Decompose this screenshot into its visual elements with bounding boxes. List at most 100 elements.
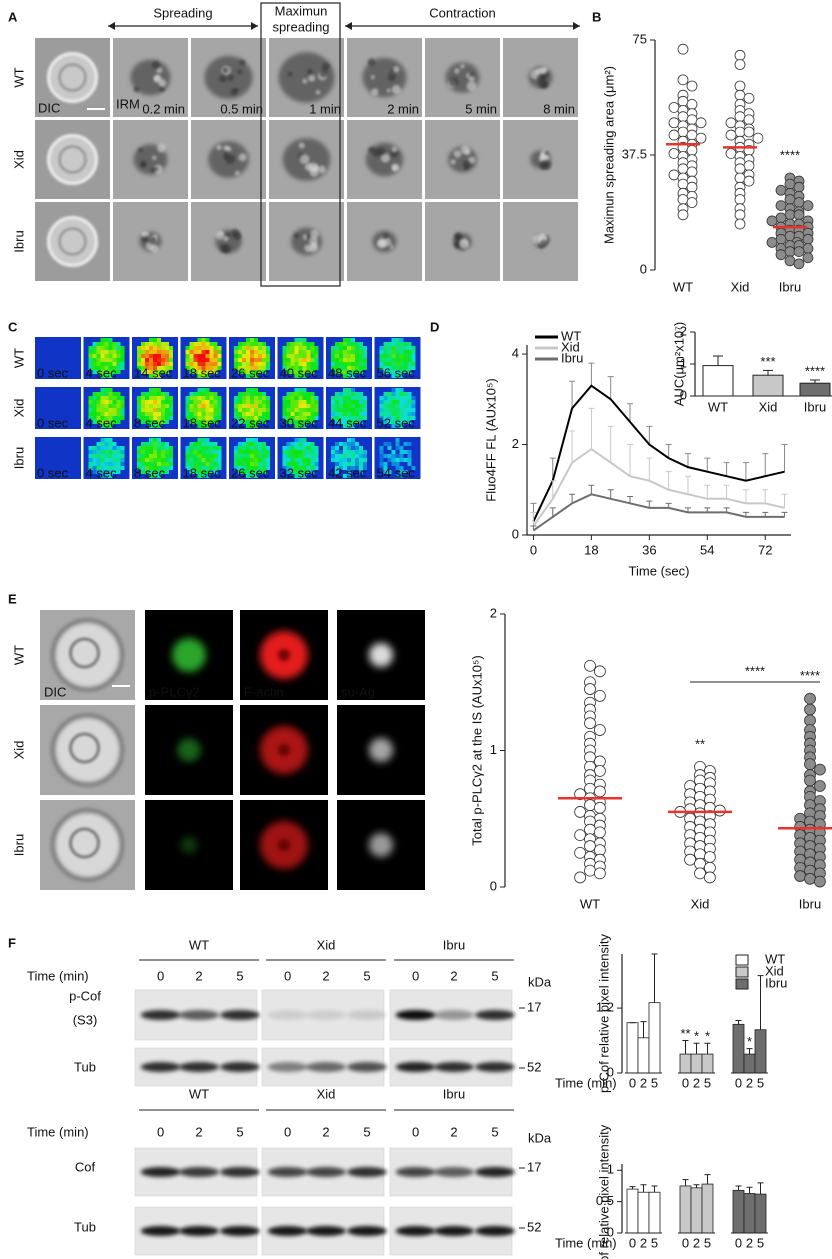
speck	[454, 68, 460, 74]
pixel	[209, 446, 214, 450]
pixel	[347, 438, 351, 442]
pixel	[205, 366, 210, 370]
pixel	[165, 446, 169, 450]
pixel	[209, 442, 214, 446]
pixel	[149, 408, 153, 412]
signal	[177, 738, 201, 762]
pixel	[161, 362, 165, 366]
dot	[793, 197, 805, 208]
cell-core	[69, 637, 100, 669]
pixel	[157, 474, 161, 478]
pixel	[246, 470, 250, 474]
pixel	[314, 454, 319, 458]
pixel	[100, 446, 105, 450]
pixel	[399, 366, 404, 370]
x-tick-label: 0	[735, 1075, 742, 1090]
pixel	[314, 354, 319, 358]
pixel	[399, 362, 404, 366]
pixel	[242, 470, 246, 474]
dot	[686, 197, 698, 208]
pixel	[387, 362, 392, 366]
pixel	[104, 470, 109, 474]
pixel	[197, 446, 202, 450]
pixel	[387, 416, 392, 420]
pixel	[286, 470, 291, 474]
pixel	[201, 450, 206, 454]
pixel	[112, 442, 117, 446]
pixel	[383, 420, 388, 424]
pixel	[335, 450, 339, 454]
pixel	[391, 420, 396, 424]
cell	[47, 134, 98, 185]
pixel	[246, 350, 250, 354]
pixel	[157, 362, 161, 366]
pixel	[343, 370, 347, 374]
pixel	[120, 466, 125, 470]
error-bar	[704, 1042, 711, 1055]
pixel	[290, 366, 295, 370]
pixel	[157, 470, 161, 474]
dot	[784, 255, 796, 267]
pixel	[335, 442, 339, 446]
pixel	[347, 358, 351, 362]
pixel	[246, 408, 250, 412]
pixel	[351, 450, 355, 454]
pixel	[294, 446, 299, 450]
pixel	[250, 446, 254, 450]
pixel	[302, 392, 307, 396]
band	[434, 1010, 474, 1020]
pixel	[391, 454, 396, 458]
time-label: 1 min	[309, 101, 341, 116]
pixel	[387, 408, 392, 412]
pixel	[169, 462, 173, 466]
pixel	[286, 408, 291, 412]
pixel	[359, 392, 363, 396]
pixel	[286, 354, 291, 358]
pixel	[266, 346, 270, 350]
pixel	[407, 350, 412, 354]
pixel	[395, 400, 400, 404]
pixel	[209, 400, 214, 404]
pixel	[209, 470, 214, 474]
pixel	[108, 396, 113, 400]
pixel	[395, 412, 400, 416]
pixel	[108, 412, 113, 416]
pixel	[213, 408, 218, 412]
pixel	[387, 420, 392, 424]
speck	[233, 232, 242, 240]
dot	[668, 102, 680, 113]
dot	[734, 49, 746, 61]
pixel	[157, 350, 161, 354]
pixel	[331, 396, 335, 400]
pixel	[189, 358, 194, 362]
pixel	[407, 366, 412, 370]
pixel	[403, 442, 408, 446]
pixel	[254, 470, 258, 474]
kda-label: kDa	[528, 1130, 552, 1145]
pixel	[137, 362, 141, 366]
pixel	[161, 366, 165, 370]
pixel	[383, 408, 388, 412]
pixel	[238, 362, 242, 366]
y-tick-label: 0.5	[596, 1193, 614, 1208]
pixel	[145, 408, 149, 412]
dot	[802, 252, 814, 264]
pixel	[286, 400, 291, 404]
pixel	[234, 354, 238, 358]
pixel	[339, 462, 343, 466]
pixel	[359, 470, 363, 474]
time-label: 18 sec	[183, 465, 222, 480]
pixel	[254, 362, 258, 366]
error-bar	[746, 1048, 753, 1055]
bar	[626, 1188, 639, 1234]
pixel	[294, 424, 299, 428]
pixel	[165, 354, 169, 358]
dot	[743, 160, 755, 172]
pixel	[213, 370, 218, 374]
pixel	[359, 466, 363, 470]
speck	[298, 142, 305, 149]
x-tick-label: Xid	[691, 896, 710, 911]
pixel	[145, 450, 149, 454]
speck	[302, 78, 308, 84]
pixel	[403, 408, 408, 412]
